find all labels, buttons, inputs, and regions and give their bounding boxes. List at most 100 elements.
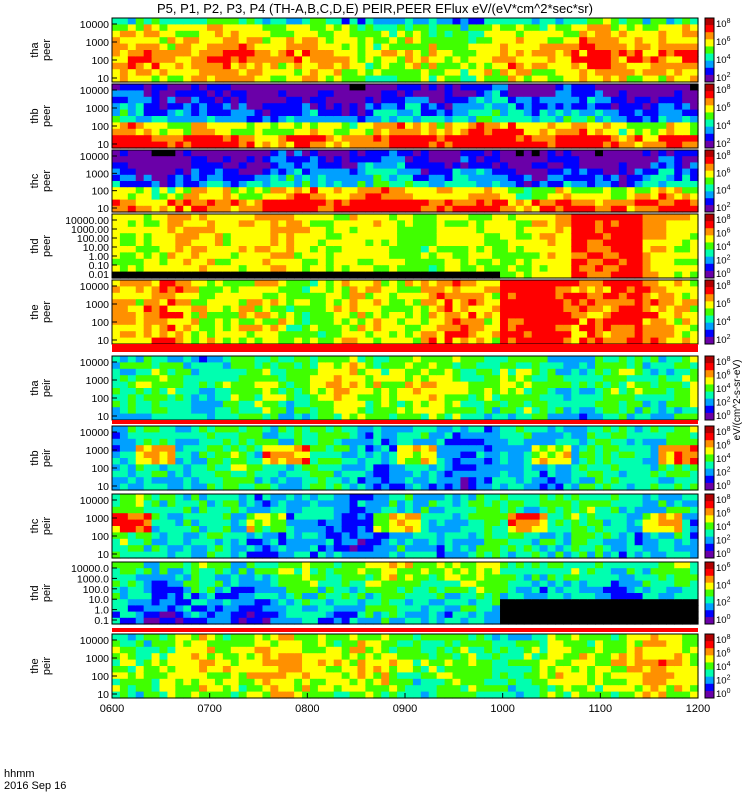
heatmap-cell <box>626 30 636 38</box>
heatmap-cell <box>642 56 652 64</box>
heatmap-cell <box>191 220 200 228</box>
heatmap-cell <box>650 305 660 313</box>
heatmap-cell <box>341 18 351 25</box>
heatmap-cell <box>452 181 462 188</box>
heatmap-cell <box>302 331 311 339</box>
heatmap-cell <box>539 30 549 38</box>
heatmap-cell <box>230 187 240 194</box>
heatmap-cell <box>602 50 612 57</box>
heatmap-cell <box>405 122 414 130</box>
heatmap-cell <box>246 292 256 300</box>
heatmap-cell <box>199 445 208 453</box>
heatmap-cell <box>341 292 351 300</box>
heatmap-cell <box>365 69 374 77</box>
heatmap-cell <box>357 426 367 433</box>
heatmap-cell <box>199 69 208 77</box>
heatmap-cell <box>500 18 509 25</box>
heatmap-cell <box>317 193 327 201</box>
heatmap-cell <box>333 96 343 104</box>
heatmap-cell <box>143 394 153 402</box>
heatmap-cell <box>143 141 153 149</box>
heatmap-cell <box>642 407 652 415</box>
heatmap-cell <box>143 205 153 213</box>
heatmap-cell <box>444 381 454 389</box>
heatmap-cell <box>167 96 176 104</box>
heatmap-cell <box>476 368 485 376</box>
heatmap-cell <box>452 400 462 408</box>
heatmap-cell <box>199 451 208 459</box>
heatmap-cell <box>555 156 564 163</box>
heatmap-cell <box>452 75 462 83</box>
heatmap-cell <box>309 331 319 339</box>
heatmap-cell <box>127 451 137 459</box>
heatmap-cell <box>428 246 438 253</box>
heatmap-cell <box>405 56 414 64</box>
heatmap-cell <box>595 116 604 123</box>
heatmap-cell <box>270 135 279 143</box>
heatmap-cell <box>365 458 374 465</box>
heatmap-cell <box>278 318 287 326</box>
heatmap-cell <box>468 271 477 279</box>
heatmap-cell <box>349 252 359 260</box>
heatmap-cell <box>191 318 200 326</box>
heatmap-cell <box>270 116 279 123</box>
heatmap-cell <box>405 381 414 389</box>
heatmap-cell <box>175 162 184 170</box>
heatmap-cell <box>167 432 176 440</box>
heatmap-cell <box>333 122 343 130</box>
heatmap-cell <box>159 426 169 433</box>
heatmap-cell <box>246 252 256 260</box>
heatmap-cell <box>254 331 264 339</box>
heatmap-cell <box>143 43 153 51</box>
heatmap-cell <box>191 246 200 253</box>
heatmap-cell <box>230 226 240 234</box>
heatmap-cell <box>254 286 264 294</box>
heatmap-cell <box>222 299 232 307</box>
heatmap-cell <box>563 407 572 415</box>
heatmap-cell <box>618 193 628 201</box>
heatmap-cell <box>682 24 691 32</box>
heatmap-cell <box>333 252 343 260</box>
heatmap-cell <box>650 394 660 402</box>
heatmap-cell <box>325 413 335 421</box>
heatmap-cell <box>381 181 390 188</box>
heatmap-cell <box>539 43 549 51</box>
heatmap-cell <box>325 226 335 234</box>
heatmap-cell <box>357 400 367 408</box>
heatmap-cell <box>405 400 414 408</box>
heatmap-cell <box>397 305 406 313</box>
heatmap-cell <box>373 24 382 32</box>
heatmap-cell <box>207 470 216 478</box>
heatmap-cell <box>690 109 699 117</box>
heatmap-cell <box>119 18 129 25</box>
heatmap-cell <box>207 305 216 313</box>
heatmap-cell <box>294 193 303 201</box>
heatmap-cell <box>112 156 121 163</box>
heatmap-cell <box>381 458 390 465</box>
heatmap-cell <box>278 193 287 201</box>
heatmap-cell <box>476 109 485 117</box>
heatmap-cell <box>246 388 256 395</box>
heatmap-cell <box>230 50 240 57</box>
heatmap-cell <box>143 407 153 415</box>
heatmap-cell <box>381 18 390 25</box>
heatmap-cell <box>618 37 628 45</box>
heatmap-cell <box>468 199 477 207</box>
heatmap-cell <box>286 375 295 383</box>
heatmap-cell <box>500 50 509 57</box>
heatmap-cell <box>634 141 644 149</box>
heatmap-cell <box>650 337 660 345</box>
heatmap-cell <box>238 451 248 459</box>
colorbar-tick-exponent: 6 <box>727 370 731 377</box>
heatmap-cell <box>436 375 446 383</box>
heatmap-cell <box>674 103 683 111</box>
heatmap-cell <box>254 43 264 51</box>
heatmap-cell <box>175 141 184 149</box>
heatmap-cell <box>302 407 311 415</box>
heatmap-cell <box>222 271 232 279</box>
heatmap-cell <box>207 451 216 459</box>
heatmap-cell <box>183 337 192 345</box>
heatmap-cell <box>405 116 414 123</box>
colorbar-step <box>705 294 714 302</box>
colorbar-tick-exponent: 8 <box>727 150 731 157</box>
